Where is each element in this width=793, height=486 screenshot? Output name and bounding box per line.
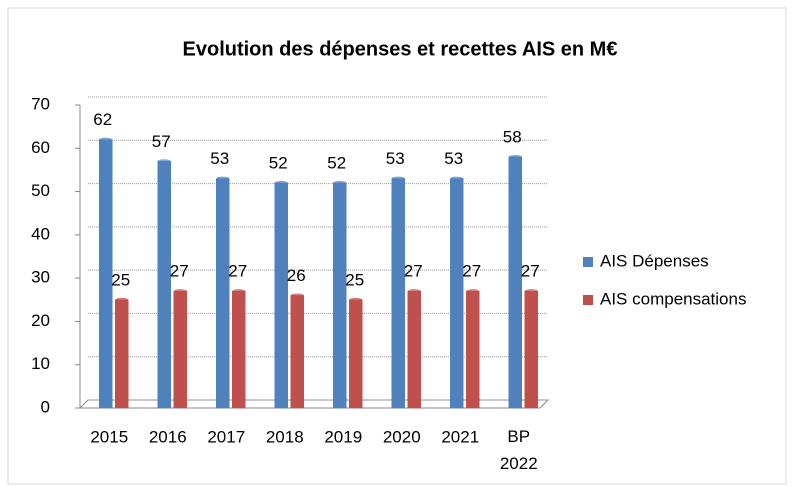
bar bbox=[274, 182, 288, 409]
y-tick-label: 0 bbox=[41, 397, 50, 416]
bar-top bbox=[466, 289, 480, 294]
x-tick-label: 2016 bbox=[149, 427, 187, 446]
bar-top bbox=[274, 180, 288, 185]
y-tick-label: 40 bbox=[31, 224, 50, 243]
bar bbox=[232, 290, 246, 409]
data-label: 57 bbox=[152, 132, 171, 151]
bar bbox=[524, 290, 538, 409]
data-label: 27 bbox=[462, 262, 481, 281]
floor bbox=[78, 399, 550, 409]
bar-top bbox=[450, 176, 464, 181]
x-tick-label: 2017 bbox=[207, 427, 245, 446]
data-label: 25 bbox=[111, 270, 130, 289]
data-label: 62 bbox=[93, 110, 112, 129]
data-label: 25 bbox=[345, 270, 364, 289]
bar bbox=[466, 290, 480, 409]
data-label: 27 bbox=[170, 262, 189, 281]
data-label: 27 bbox=[228, 262, 247, 281]
x-tick-label: 2015 bbox=[90, 427, 128, 446]
legend-swatch bbox=[583, 295, 593, 305]
y-tick-label: 60 bbox=[31, 138, 50, 157]
bar bbox=[173, 290, 187, 409]
bar bbox=[508, 156, 522, 409]
y-tick-label: 20 bbox=[31, 311, 50, 330]
bar-top bbox=[157, 159, 171, 164]
y-tick-label: 70 bbox=[31, 94, 50, 113]
bar-top bbox=[99, 137, 113, 142]
bar bbox=[407, 290, 421, 409]
x-tick-label: 2018 bbox=[266, 427, 304, 446]
x-tick-label: 2021 bbox=[441, 427, 479, 446]
bar bbox=[290, 295, 304, 409]
bar bbox=[157, 161, 171, 409]
x-tick-label: 2019 bbox=[324, 427, 362, 446]
bar-top bbox=[232, 289, 246, 294]
bar-top bbox=[115, 297, 129, 302]
bar bbox=[391, 178, 405, 409]
bar-top bbox=[407, 289, 421, 294]
data-label: 26 bbox=[287, 266, 306, 285]
legend-label: AIS compensations bbox=[600, 289, 746, 308]
bar bbox=[115, 299, 129, 409]
bar-top bbox=[173, 289, 187, 294]
bar-top bbox=[333, 180, 347, 185]
bar-top bbox=[216, 176, 230, 181]
legend-swatch bbox=[583, 257, 593, 267]
data-label: 53 bbox=[444, 149, 463, 168]
data-label: 27 bbox=[404, 262, 423, 281]
bar-top bbox=[391, 176, 405, 181]
y-tick-label: 30 bbox=[31, 268, 50, 287]
data-label: 52 bbox=[269, 153, 288, 172]
bar-top bbox=[349, 297, 363, 302]
data-label: 53 bbox=[386, 149, 405, 168]
chart-title: Evolution des dépenses et recettes AIS e… bbox=[183, 38, 618, 60]
data-label: 58 bbox=[503, 127, 522, 146]
data-label: 27 bbox=[521, 262, 540, 281]
y-tick-label: 10 bbox=[31, 354, 50, 373]
x-tick-label: BP 2022 bbox=[500, 427, 538, 473]
bar bbox=[450, 178, 464, 409]
data-label: 52 bbox=[327, 153, 346, 172]
bar-top bbox=[524, 289, 538, 294]
bar-top bbox=[290, 293, 304, 298]
bar bbox=[333, 182, 347, 409]
bar bbox=[216, 178, 230, 409]
y-tick-label: 50 bbox=[31, 181, 50, 200]
x-tick-label: 2020 bbox=[383, 427, 421, 446]
bar-top bbox=[508, 154, 522, 159]
legend-label: AIS Dépenses bbox=[600, 251, 709, 270]
data-label: 53 bbox=[210, 149, 229, 168]
bar bbox=[349, 299, 363, 409]
